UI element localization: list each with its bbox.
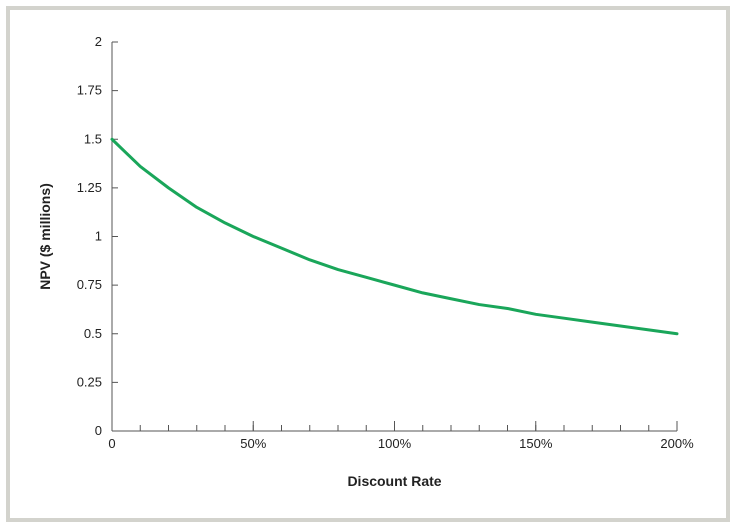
ticks — [111, 41, 678, 432]
x-tick-label: 0 — [108, 436, 115, 451]
tick-labels: 0 0.25 0.5 0.75 1 1.25 1.5 1.75 2 0 50% 100% 150% 200… — [77, 34, 694, 451]
y-tick-label: 0.25 — [77, 374, 102, 389]
axes — [111, 42, 677, 432]
x-tick-label: 200% — [660, 436, 694, 451]
y-tick-label: 1.5 — [84, 131, 102, 146]
y-tick-label: 0.5 — [84, 326, 102, 341]
x-tick-label: 150% — [519, 436, 553, 451]
y-tick-label: 0.75 — [77, 277, 102, 292]
y-tick-label: 2 — [95, 34, 102, 49]
x-tick-label: 50% — [240, 436, 266, 451]
y-tick-label: 0 — [95, 423, 102, 438]
y-tick-label: 1 — [95, 229, 102, 244]
y-tick-label: 1.75 — [77, 83, 102, 98]
x-axis-title: Discount Rate — [347, 473, 441, 489]
y-tick-label: 1.25 — [77, 180, 102, 195]
x-tick-label: 100% — [378, 436, 412, 451]
chart-frame — [6, 6, 730, 522]
y-axis-title: NPV ($ millions) — [37, 183, 53, 290]
npv-curve — [110, 137, 679, 336]
